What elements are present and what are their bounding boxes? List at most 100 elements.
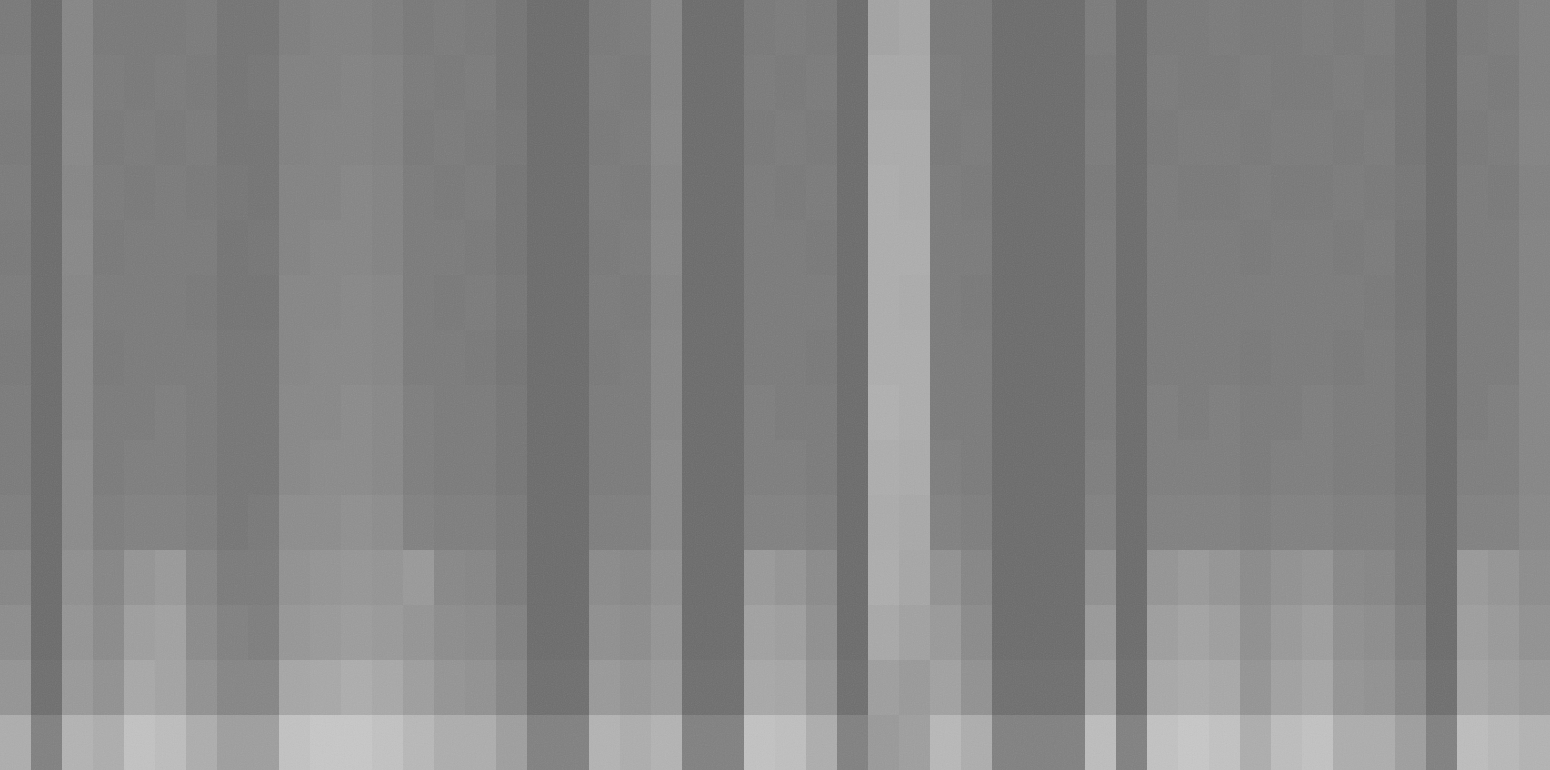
cell bbox=[899, 330, 931, 386]
cell bbox=[1023, 220, 1055, 276]
cell bbox=[1209, 330, 1241, 386]
cell bbox=[1302, 55, 1334, 111]
cell bbox=[1116, 165, 1148, 221]
cell bbox=[744, 385, 776, 441]
cell bbox=[620, 220, 652, 276]
cell bbox=[1023, 55, 1055, 111]
cell bbox=[837, 385, 869, 441]
cell bbox=[31, 440, 63, 496]
cell bbox=[93, 605, 125, 661]
cell bbox=[682, 605, 714, 661]
cell bbox=[930, 495, 962, 551]
cell bbox=[341, 605, 373, 661]
cell bbox=[992, 715, 1024, 770]
cell bbox=[527, 385, 559, 441]
cell bbox=[403, 165, 435, 221]
cell bbox=[1209, 440, 1241, 496]
cell bbox=[651, 0, 683, 56]
cell bbox=[899, 55, 931, 111]
cell bbox=[434, 385, 466, 441]
cell bbox=[1333, 495, 1365, 551]
cell bbox=[124, 660, 156, 716]
cell bbox=[341, 440, 373, 496]
cell bbox=[1395, 715, 1427, 770]
cell bbox=[310, 715, 342, 770]
cell bbox=[248, 605, 280, 661]
cell bbox=[465, 220, 497, 276]
cell bbox=[589, 495, 621, 551]
cell bbox=[217, 275, 249, 331]
cell bbox=[1147, 165, 1179, 221]
cell bbox=[1426, 550, 1458, 606]
cell bbox=[465, 440, 497, 496]
cell bbox=[186, 275, 218, 331]
cell bbox=[682, 275, 714, 331]
cell bbox=[372, 330, 404, 386]
cell bbox=[1364, 0, 1396, 56]
cell bbox=[558, 660, 590, 716]
cell bbox=[1426, 715, 1458, 770]
cell bbox=[1116, 220, 1148, 276]
cell bbox=[1364, 495, 1396, 551]
cell bbox=[558, 110, 590, 166]
cell bbox=[1457, 55, 1489, 111]
cell bbox=[589, 220, 621, 276]
cell bbox=[279, 165, 311, 221]
cell bbox=[434, 715, 466, 770]
cell bbox=[1271, 440, 1303, 496]
cell bbox=[961, 385, 993, 441]
cell bbox=[186, 440, 218, 496]
cell bbox=[1023, 275, 1055, 331]
cell bbox=[713, 275, 745, 331]
cell bbox=[434, 165, 466, 221]
cell bbox=[1147, 440, 1179, 496]
cell bbox=[465, 715, 497, 770]
cell bbox=[744, 605, 776, 661]
cell bbox=[1395, 55, 1427, 111]
cell bbox=[1302, 605, 1334, 661]
cell bbox=[62, 495, 94, 551]
cell bbox=[248, 220, 280, 276]
cell bbox=[1426, 440, 1458, 496]
cell bbox=[1271, 0, 1303, 56]
cell bbox=[589, 440, 621, 496]
cell bbox=[1116, 110, 1148, 166]
cell bbox=[1240, 440, 1272, 496]
cell bbox=[0, 275, 32, 331]
cell bbox=[93, 495, 125, 551]
cell bbox=[837, 550, 869, 606]
cell bbox=[1147, 110, 1179, 166]
cell bbox=[806, 110, 838, 166]
cell bbox=[992, 440, 1024, 496]
cell bbox=[1209, 0, 1241, 56]
cell bbox=[589, 275, 621, 331]
cell bbox=[1116, 495, 1148, 551]
cell bbox=[713, 605, 745, 661]
cell bbox=[1023, 660, 1055, 716]
cell bbox=[1488, 165, 1520, 221]
cell bbox=[682, 55, 714, 111]
cell bbox=[1457, 660, 1489, 716]
cell bbox=[217, 385, 249, 441]
cell bbox=[651, 385, 683, 441]
cell bbox=[1085, 660, 1117, 716]
cell bbox=[496, 605, 528, 661]
cell bbox=[1488, 0, 1520, 56]
cell bbox=[155, 715, 187, 770]
cell bbox=[403, 275, 435, 331]
cell bbox=[868, 660, 900, 716]
cell bbox=[1178, 330, 1210, 386]
cell bbox=[1364, 220, 1396, 276]
cell bbox=[1395, 550, 1427, 606]
cell bbox=[310, 0, 342, 56]
cell bbox=[837, 275, 869, 331]
cell bbox=[1054, 165, 1086, 221]
cell bbox=[1488, 385, 1520, 441]
cell bbox=[1519, 330, 1550, 386]
cell bbox=[806, 220, 838, 276]
cell bbox=[186, 0, 218, 56]
cell bbox=[341, 385, 373, 441]
cell bbox=[1147, 55, 1179, 111]
cell bbox=[961, 660, 993, 716]
cell bbox=[341, 550, 373, 606]
